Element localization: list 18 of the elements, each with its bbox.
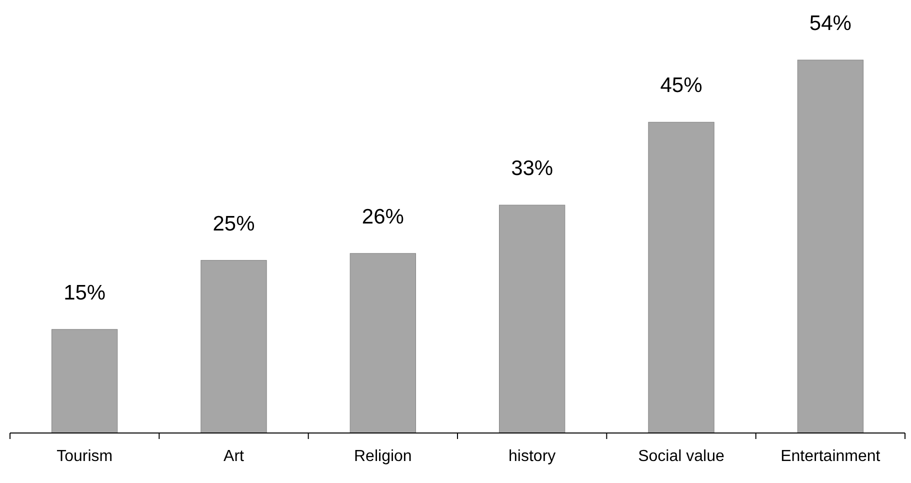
data-label: 33%	[511, 157, 554, 180]
x-tick-label: Social value	[638, 448, 724, 465]
data-label: 26%	[362, 205, 404, 228]
x-tick-label: Religion	[354, 448, 412, 465]
x-tick-label: Entertainment	[780, 448, 881, 465]
bar	[200, 260, 267, 434]
data-label: 45%	[660, 74, 702, 98]
bar	[797, 60, 864, 434]
data-label: 54%	[809, 12, 852, 35]
bar	[648, 122, 714, 434]
data-label: 25%	[212, 212, 255, 236]
bar	[52, 329, 118, 434]
x-tick-label: Art	[224, 448, 245, 465]
x-tick-label: Tourism	[56, 448, 113, 465]
bar	[350, 253, 416, 434]
data-label: 15%	[64, 281, 106, 304]
x-tick-label: history	[508, 448, 556, 465]
bar	[499, 204, 566, 434]
